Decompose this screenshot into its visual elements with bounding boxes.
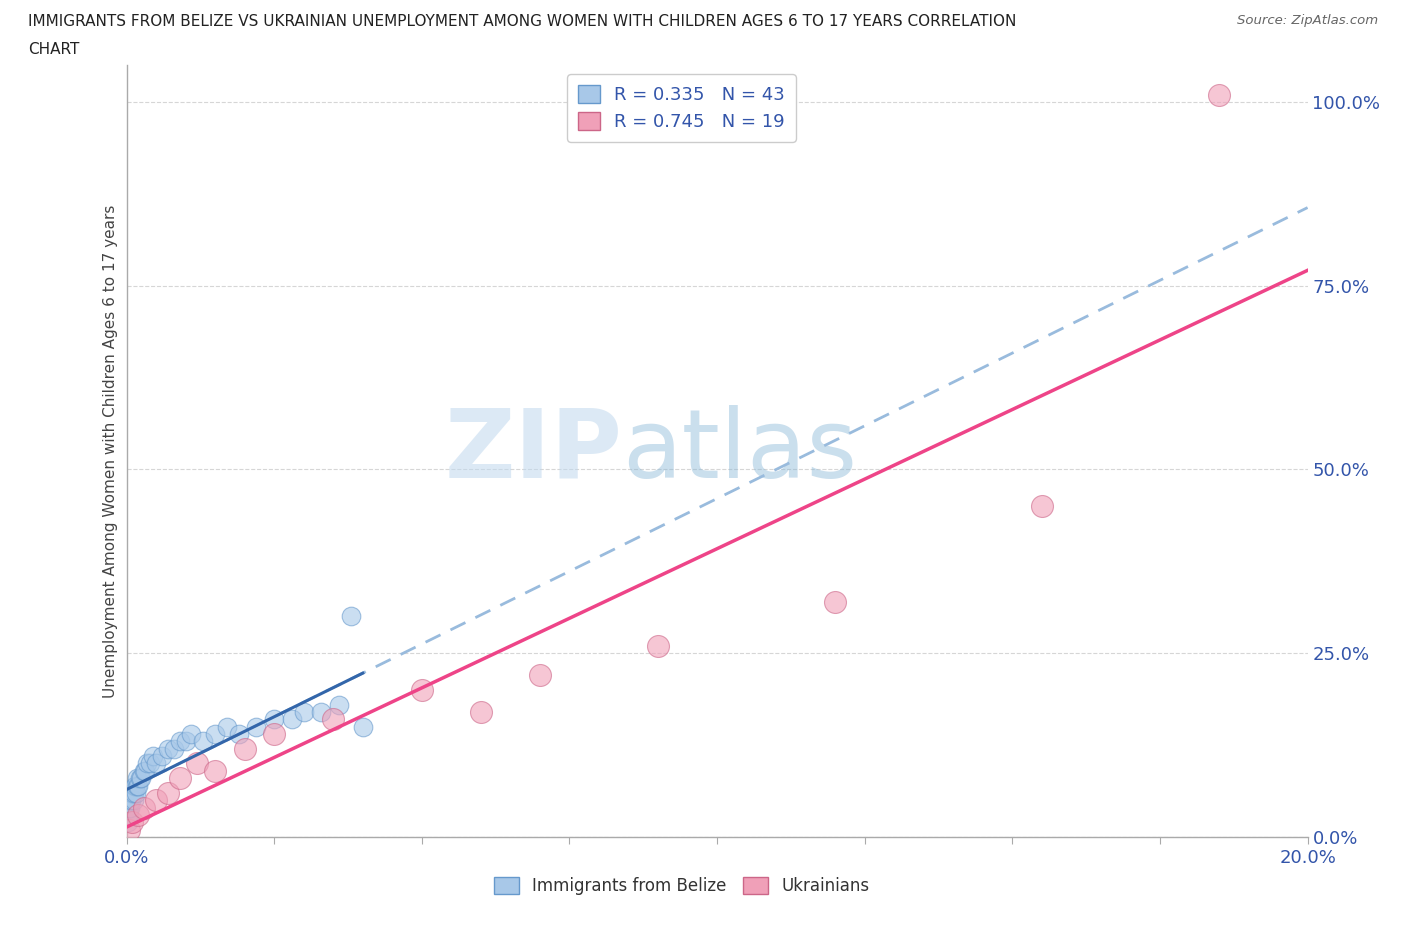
Point — [169, 734, 191, 749]
Point — [529, 668, 551, 683]
Point — [352, 719, 374, 734]
Point — [139, 756, 162, 771]
Point — [129, 771, 153, 786]
Point — [263, 712, 285, 727]
Point — [204, 764, 226, 778]
Point — [145, 756, 167, 771]
Point — [125, 786, 148, 801]
Point — [411, 683, 433, 698]
Point — [124, 778, 146, 793]
Point — [156, 741, 179, 756]
Point — [169, 771, 191, 786]
Point — [118, 822, 141, 837]
Point — [122, 792, 145, 807]
Point — [121, 786, 143, 801]
Point — [233, 741, 256, 756]
Point — [127, 807, 149, 822]
Point — [120, 792, 142, 807]
Point — [136, 756, 159, 771]
Point — [121, 815, 143, 830]
Point — [142, 749, 165, 764]
Text: ZIP: ZIP — [444, 405, 623, 498]
Point — [128, 771, 150, 786]
Point — [186, 756, 208, 771]
Legend: Immigrants from Belize, Ukrainians: Immigrants from Belize, Ukrainians — [486, 870, 876, 902]
Text: IMMIGRANTS FROM BELIZE VS UKRAINIAN UNEMPLOYMENT AMONG WOMEN WITH CHILDREN AGES : IMMIGRANTS FROM BELIZE VS UKRAINIAN UNEM… — [28, 14, 1017, 29]
Point — [134, 764, 156, 778]
Point — [647, 638, 669, 653]
Point — [311, 705, 333, 720]
Point — [150, 749, 173, 764]
Point — [1208, 87, 1230, 102]
Text: Source: ZipAtlas.com: Source: ZipAtlas.com — [1237, 14, 1378, 27]
Text: CHART: CHART — [28, 42, 80, 57]
Point — [281, 712, 304, 727]
Point — [125, 778, 148, 793]
Point — [127, 778, 149, 793]
Y-axis label: Unemployment Among Women with Children Ages 6 to 17 years: Unemployment Among Women with Children A… — [103, 205, 118, 698]
Point — [117, 815, 139, 830]
Point — [124, 778, 146, 793]
Point — [824, 594, 846, 609]
Point — [127, 771, 149, 786]
Point — [120, 792, 142, 807]
Point — [163, 741, 186, 756]
Point — [134, 764, 156, 778]
Point — [180, 726, 202, 741]
Point — [174, 734, 197, 749]
Text: atlas: atlas — [623, 405, 858, 498]
Point — [118, 800, 141, 815]
Point — [118, 807, 141, 822]
Point — [120, 800, 142, 815]
Point — [1031, 498, 1053, 513]
Point — [193, 734, 215, 749]
Point — [122, 786, 145, 801]
Point — [121, 786, 143, 801]
Point — [145, 792, 167, 807]
Point — [340, 609, 363, 624]
Point — [156, 786, 179, 801]
Point — [263, 726, 285, 741]
Point — [245, 719, 267, 734]
Point — [292, 705, 315, 720]
Point — [204, 726, 226, 741]
Point — [470, 705, 492, 720]
Point — [328, 698, 350, 712]
Point — [228, 726, 250, 741]
Point — [322, 712, 344, 727]
Point — [134, 800, 156, 815]
Point — [117, 807, 139, 822]
Point — [215, 719, 238, 734]
